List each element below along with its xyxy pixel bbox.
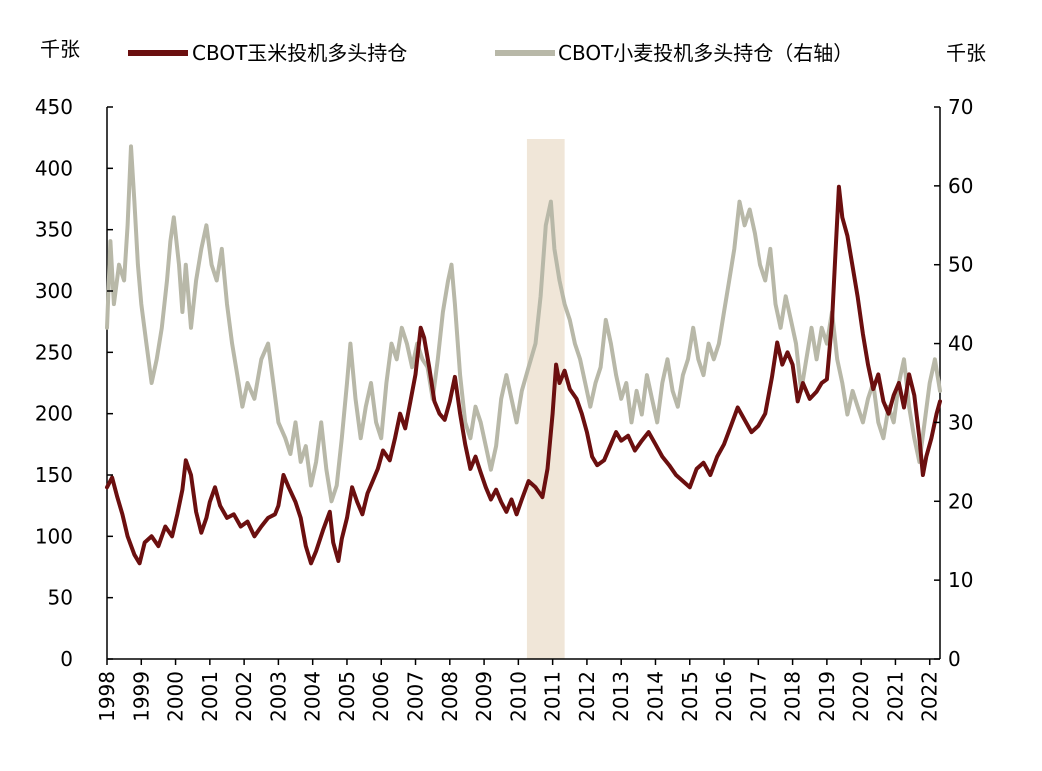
- x-tick-label: 2021: [883, 671, 907, 722]
- legend-label-corn: CBOT玉米投机多头持仓: [192, 41, 407, 65]
- y-left-tick-label: 450: [35, 95, 73, 119]
- x-tick-label: 2001: [198, 671, 222, 722]
- x-tick-label: 2013: [609, 671, 633, 722]
- y-right-tick-label: 60: [948, 174, 973, 198]
- x-tick-label: 2002: [232, 671, 256, 722]
- y-left-tick-label: 50: [48, 586, 73, 610]
- y-left-tick-label: 300: [35, 279, 73, 303]
- y-left-tick-label: 400: [35, 156, 73, 180]
- y-right-tick-label: 70: [948, 95, 973, 119]
- x-tick-label: 2007: [404, 671, 428, 722]
- y-left-tick-label: 350: [35, 218, 73, 242]
- series-layer: [105, 144, 942, 566]
- x-tick-label: 2005: [335, 671, 359, 722]
- y-right-tick-label: 20: [948, 489, 973, 513]
- right-unit-label: 千张: [946, 41, 986, 65]
- x-tick-label: 2014: [644, 671, 668, 722]
- series-line-wheat: [105, 144, 942, 504]
- y-left-tick-label: 0: [60, 647, 73, 671]
- y-right-tick-label: 0: [948, 647, 961, 671]
- x-tick-label: 2010: [506, 671, 530, 722]
- y-right-tick-label: 40: [948, 332, 973, 356]
- x-tick-label: 2012: [575, 671, 599, 722]
- x-tick-label: 2018: [781, 671, 805, 722]
- y-left-tick-label: 100: [35, 524, 73, 548]
- left-unit-label: 千张: [40, 37, 80, 61]
- y-right-tick-label: 30: [948, 410, 973, 434]
- x-tick-label: 2000: [164, 671, 188, 722]
- y-left-tick-label: 250: [35, 340, 73, 364]
- x-tick-label: 2017: [746, 671, 770, 722]
- x-tick-label: 2022: [918, 671, 942, 722]
- x-tick-label: 1999: [129, 671, 153, 722]
- y-left-tick-label: 200: [35, 402, 73, 426]
- x-tick-label: 2011: [541, 671, 565, 722]
- legend: CBOT玉米投机多头持仓 CBOT小麦投机多头持仓（右轴）: [128, 41, 853, 65]
- y-right-tick-label: 10: [948, 568, 973, 592]
- x-tick-label: 2004: [301, 671, 325, 722]
- x-tick-label: 2015: [678, 671, 702, 722]
- x-tick-label: 2020: [849, 671, 873, 722]
- ticks-layer: 0 50 100 150 200 250 300 350 400 450 0 10 20 30 40 50 60…: [35, 95, 974, 722]
- x-tick-label: 2006: [369, 671, 393, 722]
- y-right-tick-label: 50: [948, 253, 973, 277]
- x-tick-label: 1998: [95, 671, 119, 722]
- x-tick-label: 2019: [815, 671, 839, 722]
- legend-label-wheat: CBOT小麦投机多头持仓（右轴）: [558, 41, 853, 65]
- x-tick-label: 2003: [266, 671, 290, 722]
- series-line-corn: [105, 184, 942, 566]
- x-tick-label: 2008: [438, 671, 462, 722]
- y-left-tick-label: 150: [35, 463, 73, 487]
- x-tick-label: 2016: [712, 671, 736, 722]
- x-tick-label: 2009: [472, 671, 496, 722]
